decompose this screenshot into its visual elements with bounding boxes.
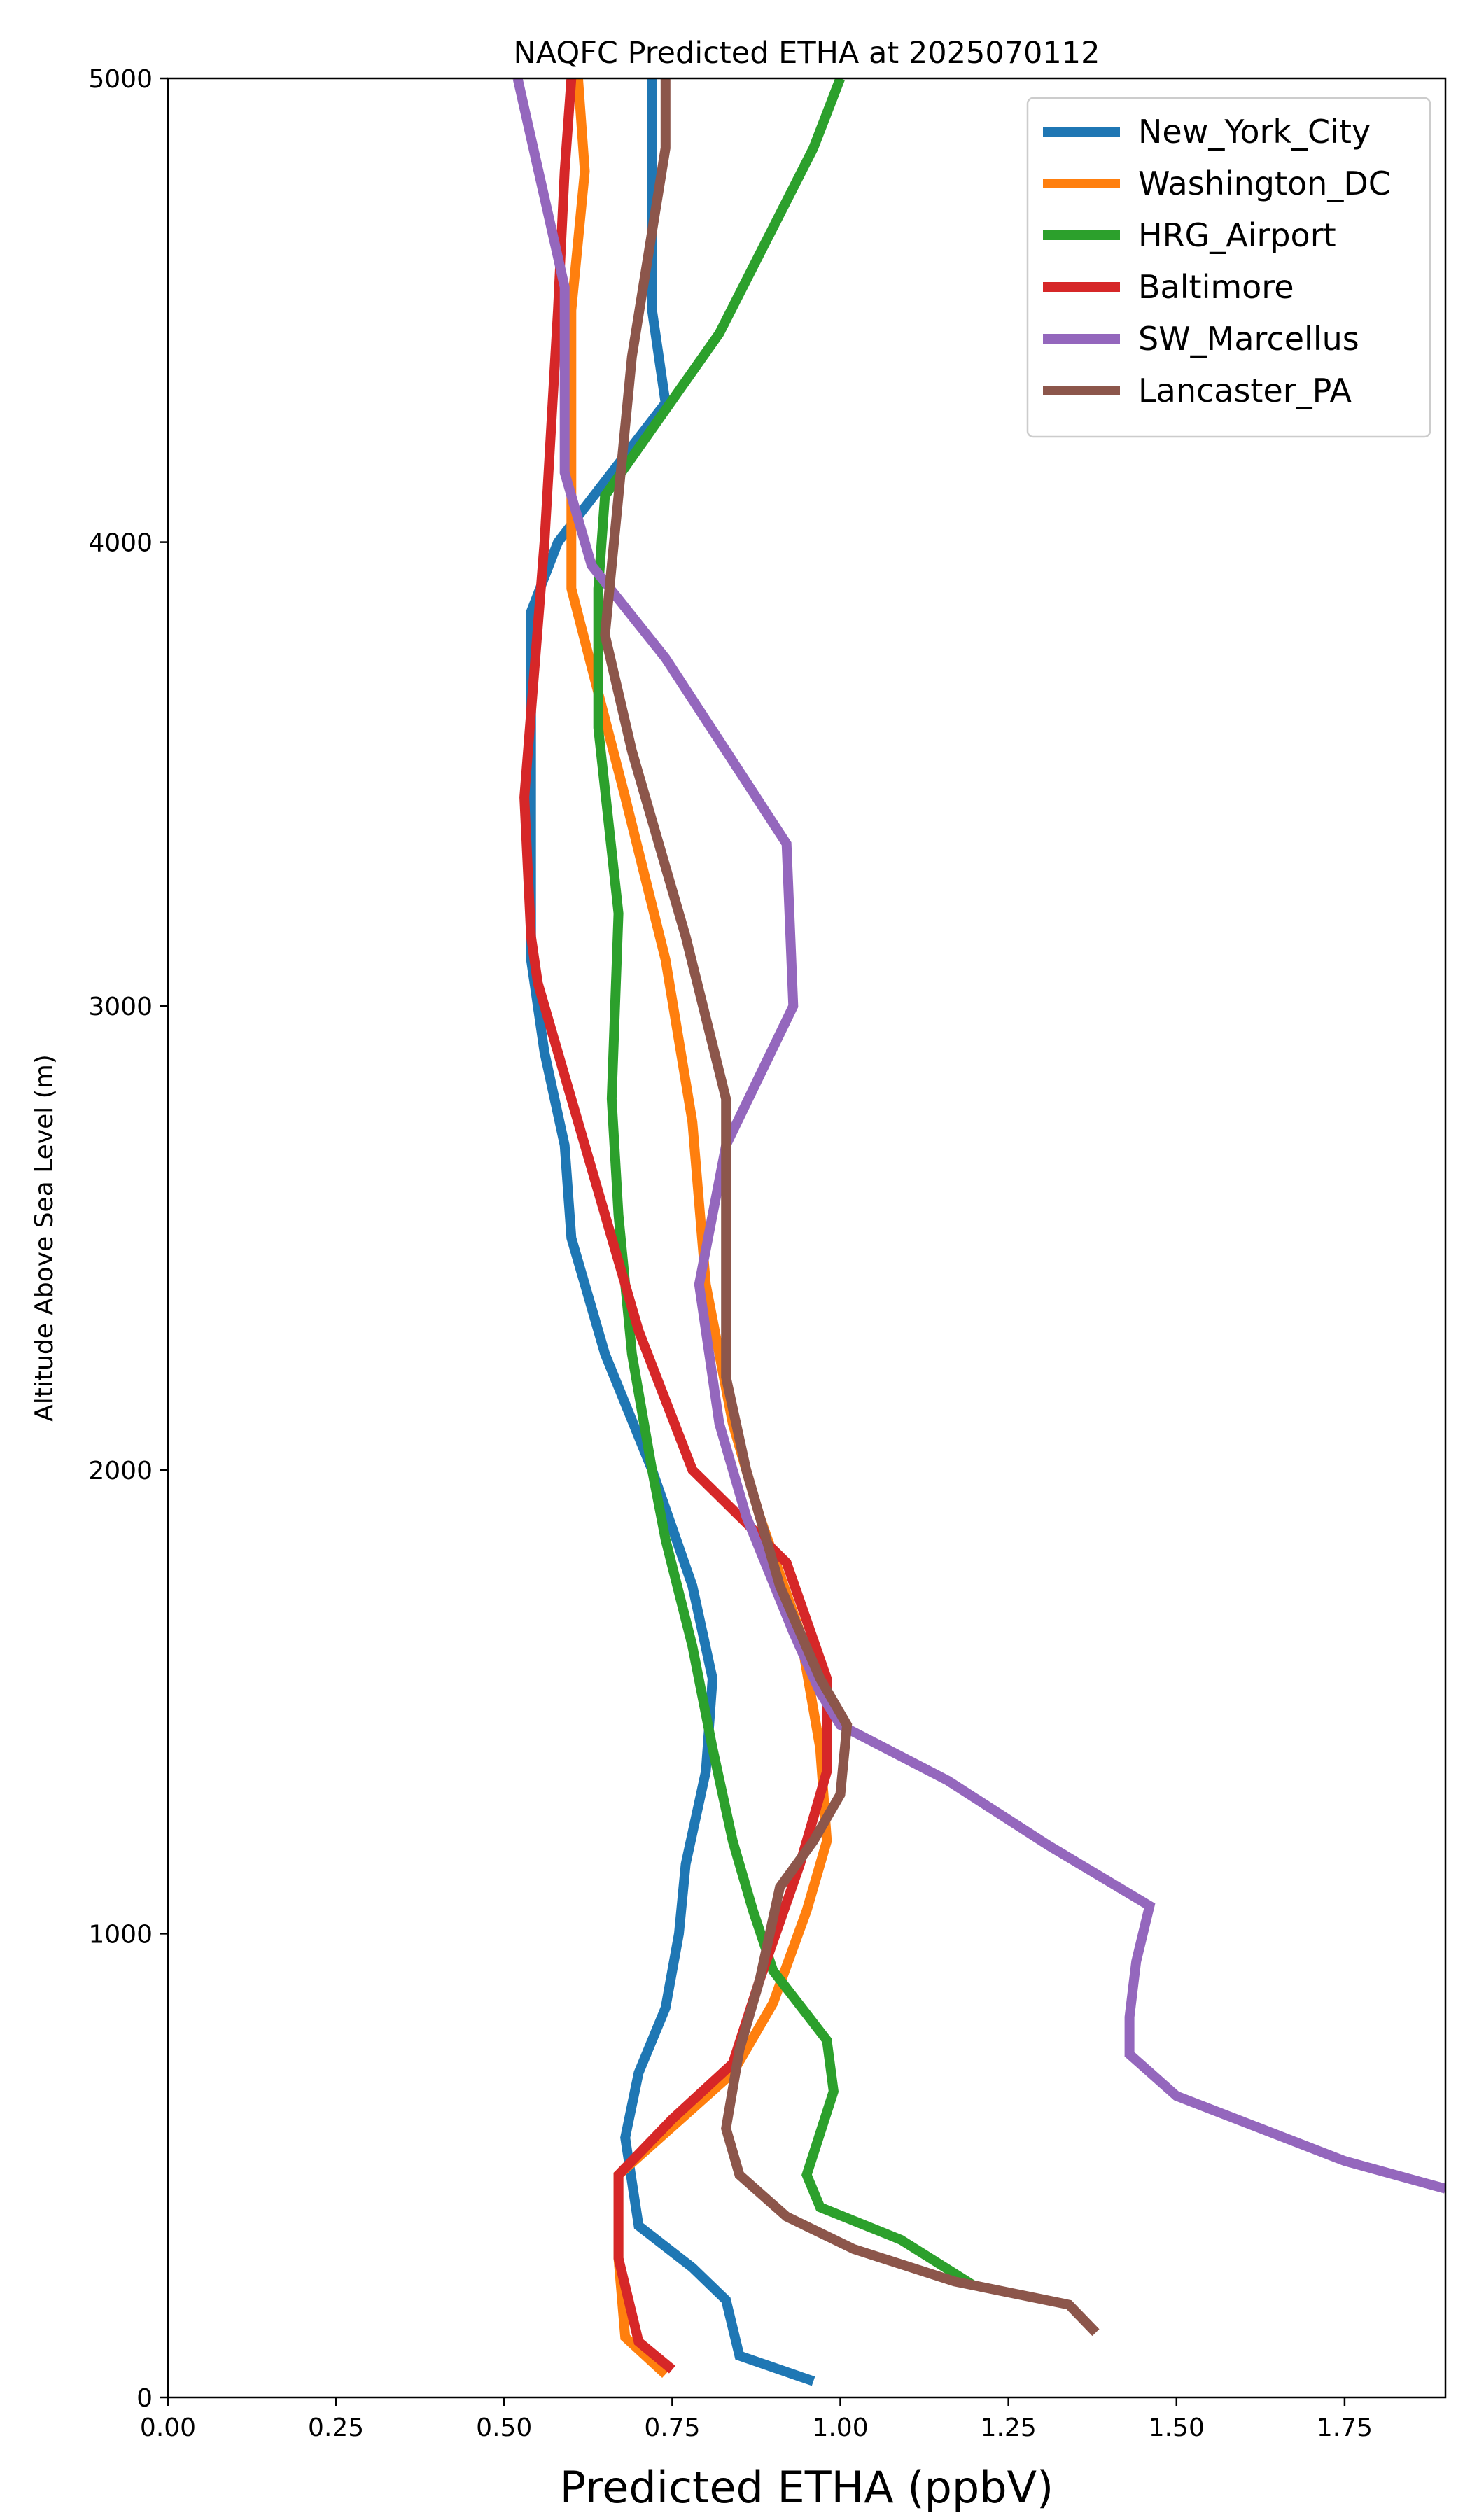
series-line-lancaster-pa [600, 78, 1100, 2337]
x-tick-label: 1.00 [812, 2414, 868, 2442]
series-line-sw-marcellus [512, 78, 1446, 2194]
x-tick-label: 1.75 [1317, 2414, 1373, 2442]
legend-label: Baltimore [1138, 268, 1294, 306]
y-tick-label: 1000 [88, 1920, 153, 1949]
chart-title: NAQFC Predicted ETHA at 2025070112 [514, 36, 1100, 71]
x-tick-label: 0.75 [644, 2414, 700, 2442]
y-tick-label: 5000 [88, 65, 153, 94]
x-tick-label: 1.50 [1149, 2414, 1205, 2442]
series-line-baltimore [519, 78, 832, 2374]
y-tick-label: 2000 [88, 1457, 153, 1485]
legend-label: New_York_City [1138, 113, 1371, 150]
x-axis-label: Predicted ETHA (ppbV) [560, 2462, 1054, 2513]
legend-label: HRG_Airport [1138, 216, 1336, 254]
x-tick-label: 0.25 [308, 2414, 364, 2442]
x-tick-label: 1.25 [981, 2414, 1037, 2442]
legend-label: Washington_DC [1138, 164, 1391, 202]
y-tick-label: 3000 [88, 993, 153, 1021]
series-line-new-york-city [526, 78, 816, 2386]
ticks: 0.00 0.25 0.50 0.75 1.00 1.25 1.50 1.75 0 1000 200… [88, 65, 1373, 2442]
series-line-hrg-airport [593, 78, 978, 2290]
series-group [512, 78, 1446, 2386]
legend-label: Lancaster_PA [1138, 372, 1352, 410]
x-tick-label: 0.00 [140, 2414, 196, 2442]
y-tick-label: 4000 [88, 529, 153, 558]
y-axis-label: Altitude Above Sea Level (m) [30, 1054, 59, 1422]
y-tick-label: 0 [136, 2384, 153, 2413]
legend: New_York_City Washington_DC HRG_Airport Bal… [1026, 97, 1432, 438]
plot-frame [167, 77, 1447, 2399]
legend-box [1026, 97, 1432, 438]
x-tick-label: 0.50 [476, 2414, 532, 2442]
legend-label: SW_Marcellus [1138, 320, 1359, 358]
